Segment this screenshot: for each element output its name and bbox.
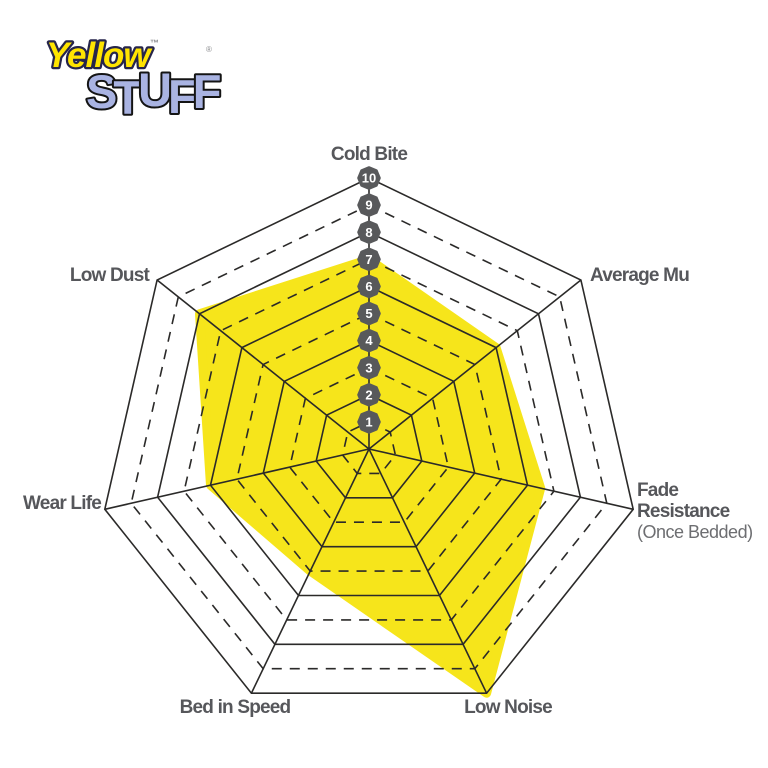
axis-sublabel-fade-resistance: (Once Bedded) [637,522,753,542]
scale-badge-5 [357,301,381,326]
grid-ring-4 [262,339,476,548]
yellowstuff-logo: STUFF Yellow ™ ® [44,34,226,125]
grid-ring-10 [103,177,635,695]
scale-badge-label-5: 5 [365,306,372,321]
scale-badge-label-3: 3 [365,360,372,375]
axis-label-fade-resistance: Fade [637,480,678,501]
scale-badge-10 [357,166,381,190]
axis-label-low-noise: Low Noise [464,697,552,718]
scale-badge-6 [357,274,381,299]
axis-label-bed-in-speed: Bed in Speed [180,697,291,718]
grid-ring-5 [236,312,502,572]
grid-ring-1 [341,421,397,475]
scale-badge-9 [357,193,381,217]
scale-badge-label-8: 8 [365,225,372,240]
axis-label-average-mu: Average Mu [590,265,689,286]
grid-ring-9 [130,204,608,670]
logo-word-yellow: Yellow [46,36,153,75]
axis-label-low-dust: Low Dust [70,265,151,286]
scale-badge-2 [357,383,381,407]
series-polygon-yellowstuff [195,254,546,698]
scale-badge-label-6: 6 [365,279,372,294]
axis-label-wear-life: Wear Life [23,493,101,514]
logo-word-stuff: STUFF [86,63,220,124]
axis-spoke-bed-in-speed [250,448,370,694]
scale-badge-8 [357,220,381,244]
scale-badge-3 [357,355,381,380]
grid-ring-6 [209,285,529,597]
axis-spoke-average-mu [368,279,582,450]
logo-trademark-symbol: ™ [150,38,159,48]
scale-badge-label-7: 7 [365,252,372,267]
logo-registered-symbol: ® [206,45,212,54]
axis-spoke-fade-resistance [368,448,634,511]
scale-badge-label-9: 9 [365,198,372,213]
scale-badge-label-4: 4 [365,333,373,348]
grid-ring-2 [315,393,423,499]
grid-ring-8 [156,231,582,646]
scale-badge-4 [357,328,381,353]
axis-spoke-low-noise [368,448,488,694]
grid-ring-7 [183,258,555,621]
scale-badge-1 [357,410,381,434]
axis-spoke-wear-life [104,448,370,511]
axis-label-cold-bite: Cold Bite [331,144,407,165]
scale-badge-label-2: 2 [365,387,372,402]
axis-label-fade-resistance: Resistance [637,501,730,522]
axis-spoke-low-dust [156,279,370,450]
scale-badge-label-1: 1 [365,415,372,430]
scale-badge-label-10: 10 [362,171,376,186]
scale-badge-7 [357,247,381,272]
